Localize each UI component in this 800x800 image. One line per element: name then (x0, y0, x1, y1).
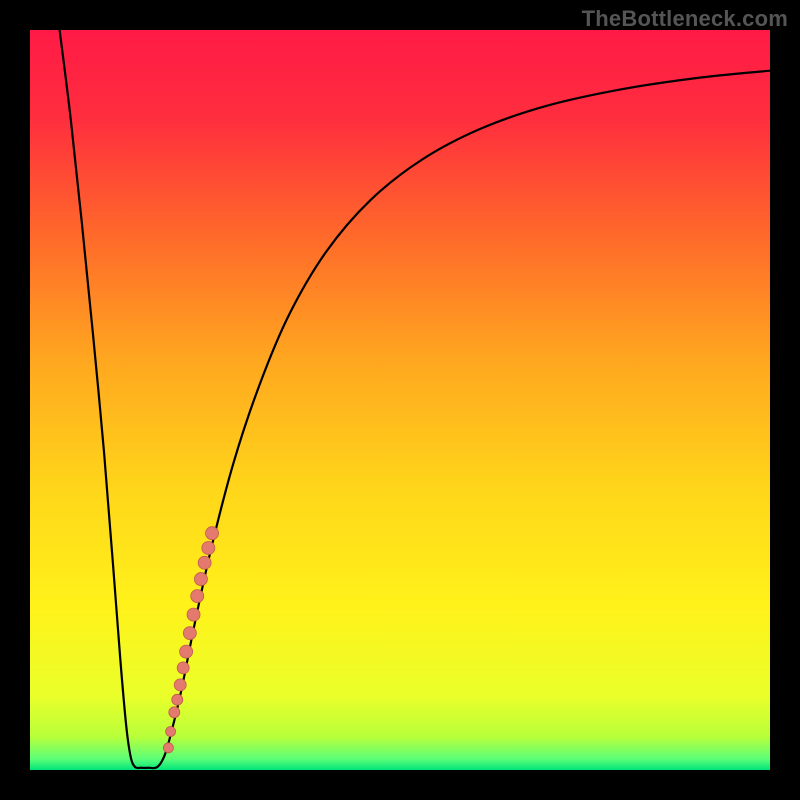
chart-container: TheBottleneck.com (0, 0, 800, 800)
watermark-text: TheBottleneck.com (582, 6, 788, 32)
data-marker (183, 627, 196, 640)
chart-svg (0, 0, 800, 800)
chart-background (30, 30, 770, 770)
data-marker (169, 707, 180, 718)
data-marker (194, 573, 207, 586)
data-marker (172, 694, 183, 705)
data-marker (166, 727, 176, 737)
chart-frame (770, 30, 800, 770)
chart-frame (0, 30, 30, 770)
data-marker (198, 556, 211, 569)
data-marker (206, 527, 219, 540)
data-marker (180, 645, 193, 658)
data-marker (202, 542, 215, 555)
data-marker (174, 679, 186, 691)
data-marker (191, 590, 204, 603)
data-marker (187, 608, 200, 621)
data-marker (177, 662, 189, 674)
chart-frame (0, 770, 800, 800)
data-marker (163, 743, 173, 753)
